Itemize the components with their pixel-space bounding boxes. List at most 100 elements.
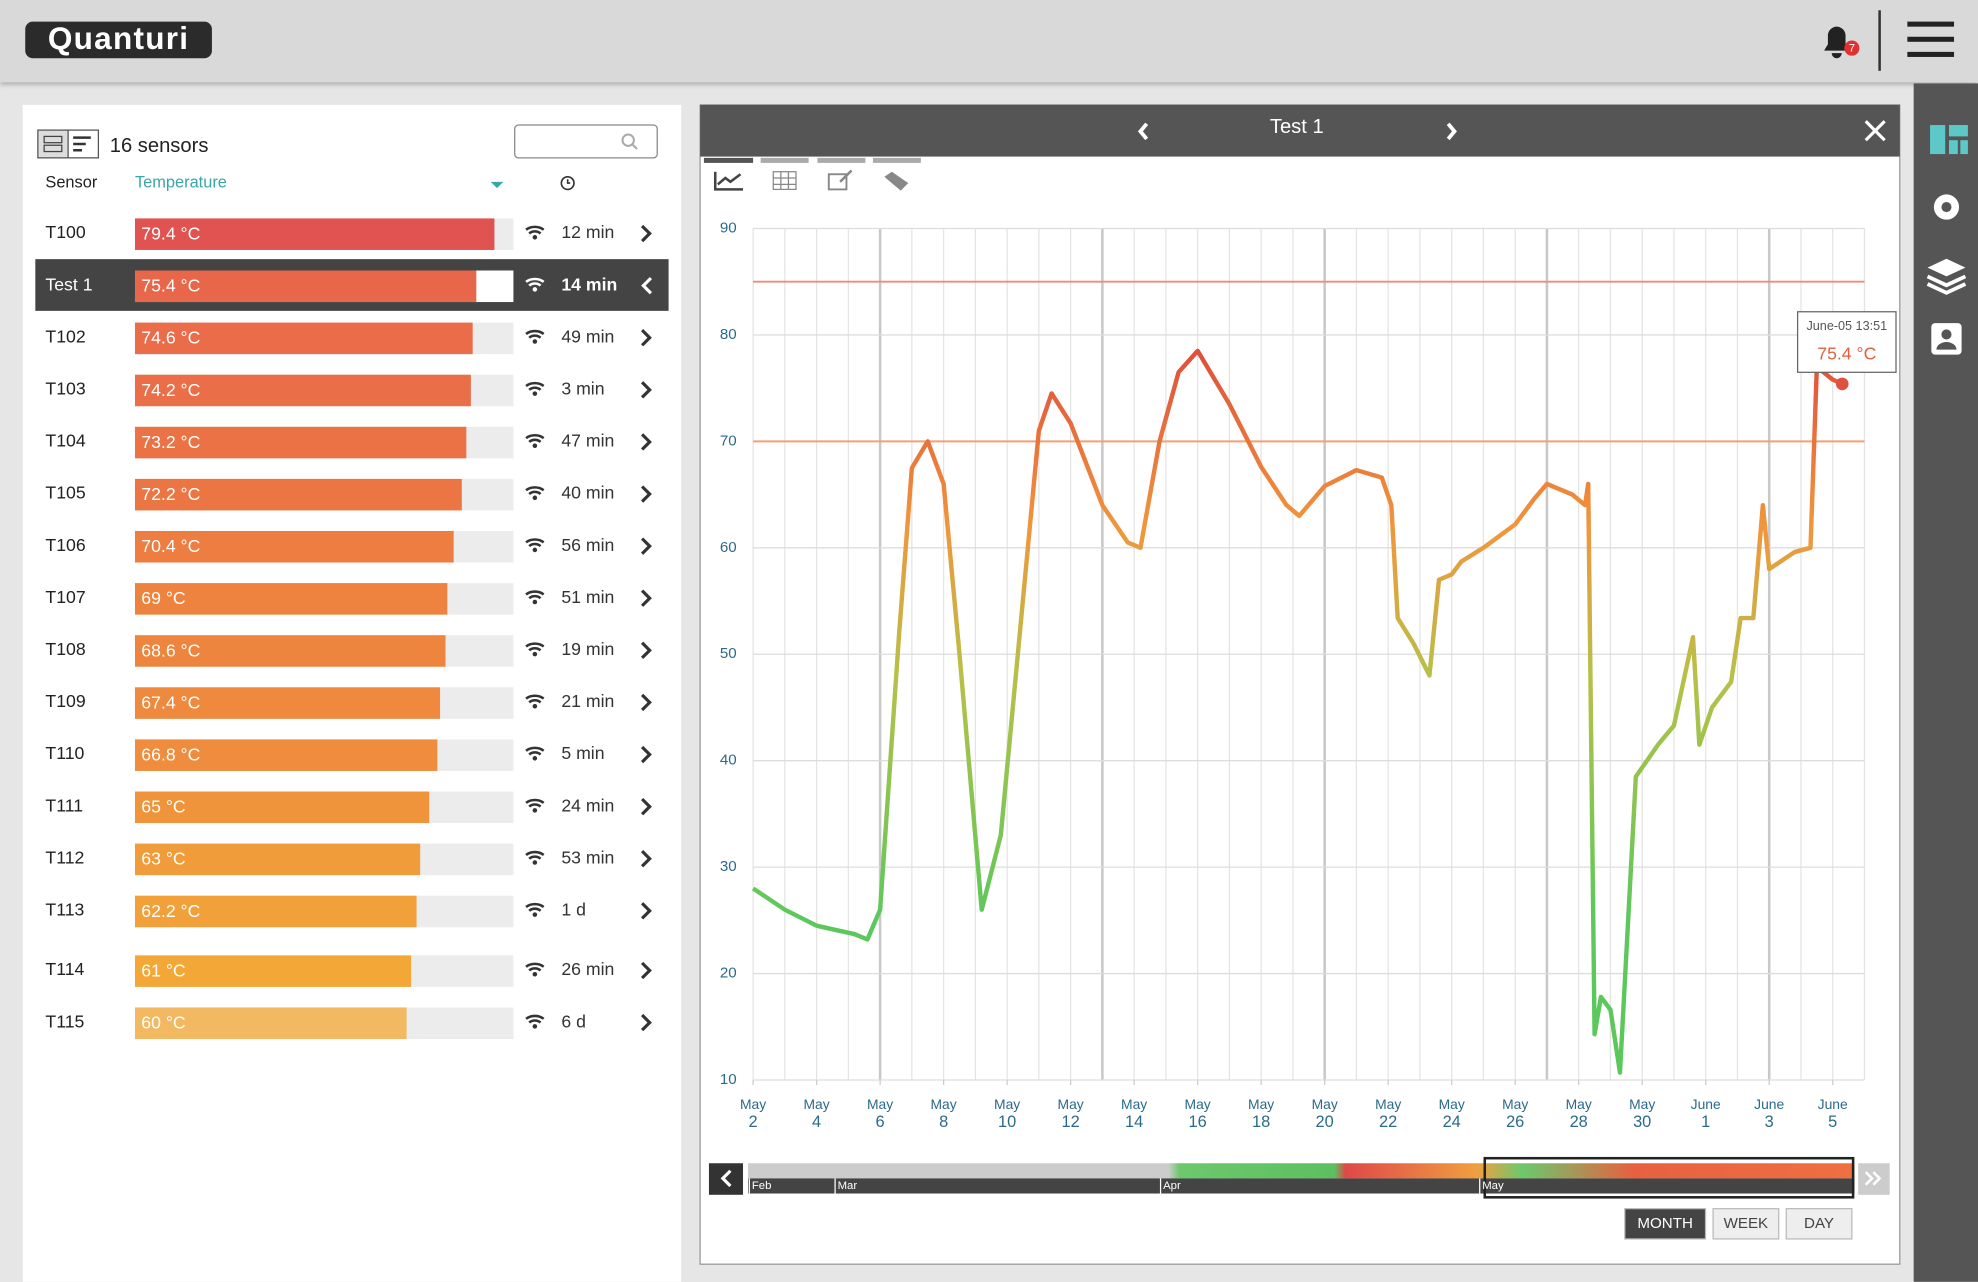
x-tick-day: 22 [1379,1113,1397,1131]
timeline-selection[interactable] [1483,1156,1855,1199]
temp-label: 62.2 °C [141,901,200,921]
temp-label: 79.4 °C [141,223,200,243]
sensor-name[interactable]: T114 [45,959,84,979]
signal-dot [532,651,538,657]
menu-icon[interactable] [1907,21,1955,57]
range-button[interactable] [1712,1208,1780,1240]
age: 49 min [561,326,614,346]
temp-label: 74.2 °C [141,380,200,400]
x-tick-month: May [804,1096,830,1112]
month-label: Apr [1163,1180,1181,1192]
logo[interactable] [25,21,212,59]
prev-button[interactable] [1137,122,1149,141]
row-chevron[interactable] [640,485,652,503]
range-button[interactable] [1624,1208,1707,1240]
settings-icon[interactable] [1933,194,1960,220]
search-box[interactable] [514,124,658,159]
row-chevron[interactable] [640,381,652,399]
view-toggle[interactable] [37,129,100,159]
col-header[interactable]: Temperature [135,173,227,191]
temp-label: 63 °C [141,849,186,869]
signal-dot [532,235,538,240]
row-chevron[interactable] [640,961,652,980]
row-chevron[interactable] [640,850,652,868]
badge [1844,40,1860,56]
row-chevron[interactable] [640,1013,652,1032]
sensor-name[interactable]: T112 [45,847,84,867]
temp-label: 66.8 °C [141,744,200,764]
signal-dot [532,547,538,553]
sensor-name[interactable]: T108 [45,639,85,659]
y-tick-label: 20 [720,965,737,982]
signal-dot [532,391,538,396]
y-tick-label: 90 [720,219,737,236]
clock-icon [560,175,575,191]
row-chevron[interactable] [640,745,652,764]
month-label: Mar [838,1180,858,1192]
signal-icon [525,486,545,496]
sort-arrow[interactable] [490,181,504,189]
row-chevron[interactable] [640,641,652,660]
x-tick-month: May [1312,1096,1338,1112]
signal-icon [525,1014,545,1024]
sensor-name[interactable]: T105 [45,483,85,503]
row-chevron[interactable] [640,693,652,712]
age: 12 min [561,222,614,242]
timeline-prev-arrow [720,1169,732,1188]
temp-label: 75.4 °C [141,276,200,296]
sensor-name[interactable]: T102 [45,326,85,346]
timeline-end[interactable] [1858,1163,1890,1195]
bell-icon[interactable] [1824,26,1850,59]
row-chevron[interactable] [640,537,652,555]
logo-text: Quanturi [48,20,189,56]
row-chevron[interactable] [640,329,652,347]
row-chevron[interactable] [640,224,652,243]
contact-icon[interactable] [1931,323,1962,355]
age: 19 min [561,639,614,659]
row-chevron[interactable] [640,902,652,920]
temp-bar [134,635,446,667]
y-tick-label: 50 [720,645,737,662]
age: 53 min [561,847,614,867]
sensor-name[interactable]: T115 [45,1011,84,1031]
temp-bar [134,895,417,928]
timeline-prev[interactable] [708,1163,744,1195]
temp-bar [134,1007,407,1039]
tooltip-time: June-05 13:51 [1806,319,1887,333]
x-tick-month: May [740,1096,766,1112]
x-tick-month: May [1439,1096,1465,1112]
signal-icon [525,746,545,756]
sensor-name[interactable]: T103 [45,379,85,399]
row-chevron[interactable] [641,276,653,295]
sensor-name[interactable]: T113 [45,900,84,920]
x-tick-day: 14 [1125,1113,1143,1131]
layers-icon[interactable] [1926,258,1967,295]
sensor-name[interactable]: T107 [45,587,85,607]
dashboard-icon[interactable] [1930,125,1968,155]
temp-label: 74.6 °C [141,328,200,348]
chart-title: Test 1 [1270,116,1324,138]
sensor-name[interactable]: Test 1 [45,274,92,294]
range-button[interactable] [1785,1208,1853,1240]
month-label: Feb [752,1180,772,1192]
row-chevron[interactable] [640,797,652,816]
sensor-name[interactable]: T104 [45,431,85,451]
next-button[interactable] [1446,122,1457,141]
sensor-name[interactable]: T106 [45,535,85,555]
signal-icon [525,434,545,443]
chart-tabs[interactable] [703,157,921,191]
sensor-name[interactable]: T110 [45,743,84,763]
sensor-count: 16 sensors [110,135,209,157]
sensor-name[interactable]: T111 [45,795,83,815]
x-tick-day: 28 [1570,1113,1588,1131]
age: 24 min [561,795,614,815]
x-tick-month: May [1629,1096,1655,1112]
row-chevron[interactable] [640,433,652,451]
row-chevron[interactable] [640,589,652,607]
sensor-name[interactable]: T109 [45,691,85,711]
x-tick-month: May [1058,1096,1084,1112]
sensor-name[interactable]: T100 [45,222,85,242]
close-button[interactable] [1864,120,1886,142]
x-tick-day: 4 [812,1113,821,1131]
x-tick-day: 5 [1828,1113,1837,1131]
